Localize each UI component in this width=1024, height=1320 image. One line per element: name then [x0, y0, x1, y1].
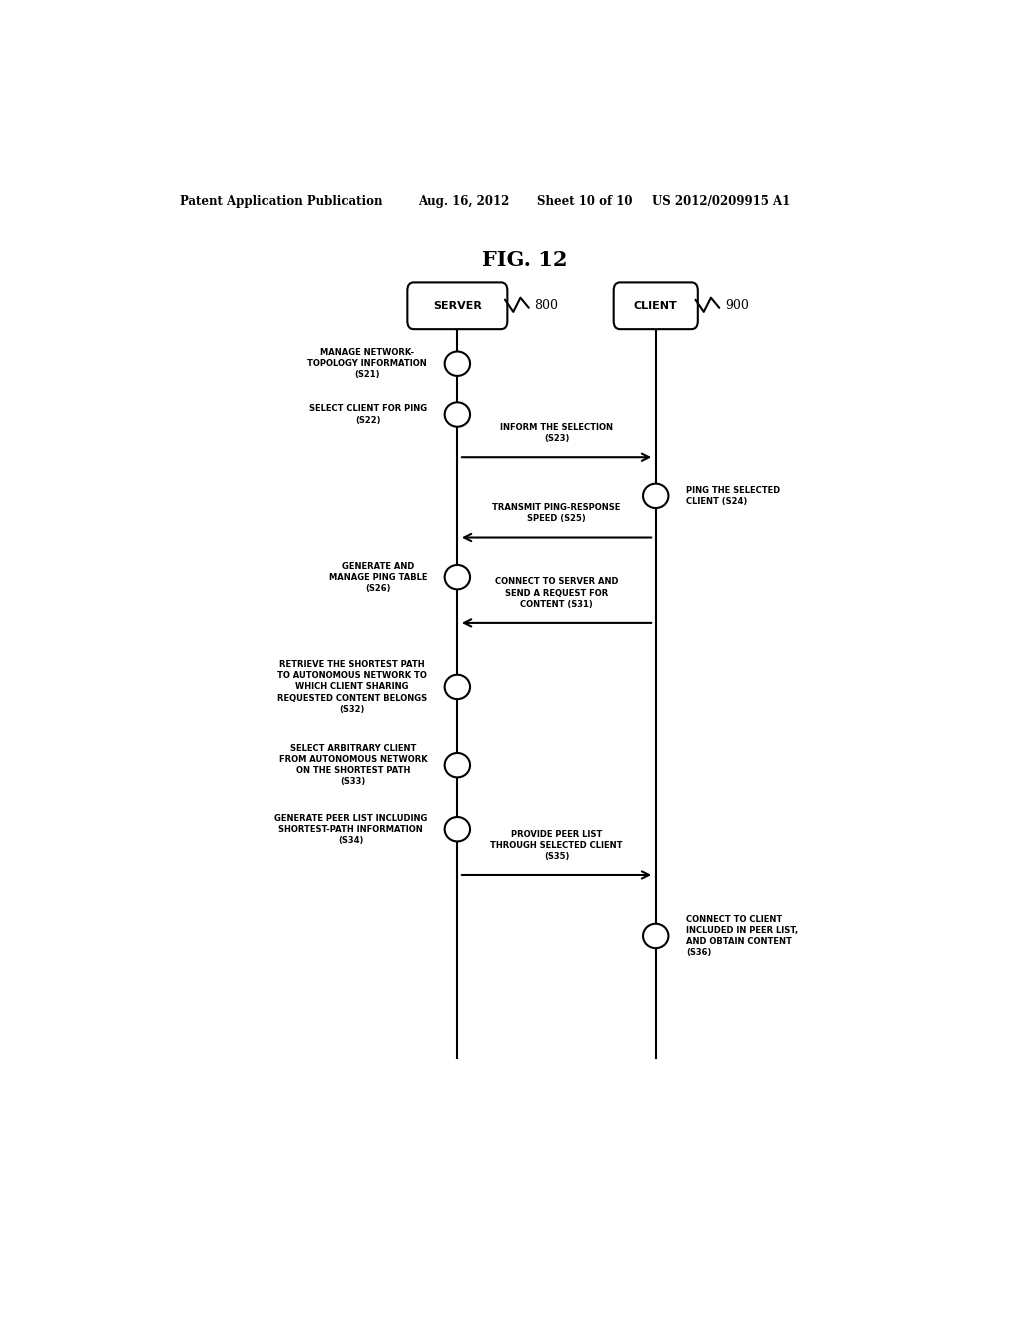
- Text: CONNECT TO SERVER AND
SEND A REQUEST FOR
CONTENT (S31): CONNECT TO SERVER AND SEND A REQUEST FOR…: [495, 577, 618, 609]
- Text: CLIENT: CLIENT: [634, 301, 678, 310]
- Text: CONNECT TO CLIENT
INCLUDED IN PEER LIST,
AND OBTAIN CONTENT
(S36): CONNECT TO CLIENT INCLUDED IN PEER LIST,…: [686, 915, 798, 957]
- Text: TRANSMIT PING-RESPONSE
SPEED (S25): TRANSMIT PING-RESPONSE SPEED (S25): [493, 503, 621, 523]
- Ellipse shape: [643, 483, 669, 508]
- Text: RETRIEVE THE SHORTEST PATH
TO AUTONOMOUS NETWORK TO
WHICH CLIENT SHARING
REQUEST: RETRIEVE THE SHORTEST PATH TO AUTONOMOUS…: [278, 660, 427, 714]
- Text: 800: 800: [535, 300, 558, 313]
- Ellipse shape: [444, 565, 470, 589]
- Text: GENERATE PEER LIST INCLUDING
SHORTEST-PATH INFORMATION
(S34): GENERATE PEER LIST INCLUDING SHORTEST-PA…: [273, 813, 427, 845]
- Text: Aug. 16, 2012: Aug. 16, 2012: [418, 194, 509, 207]
- Text: US 2012/0209915 A1: US 2012/0209915 A1: [652, 194, 791, 207]
- Text: SELECT ARBITRARY CLIENT
FROM AUTONOMOUS NETWORK
ON THE SHORTEST PATH
(S33): SELECT ARBITRARY CLIENT FROM AUTONOMOUS …: [279, 744, 427, 787]
- Ellipse shape: [444, 752, 470, 777]
- Ellipse shape: [444, 817, 470, 841]
- Text: Patent Application Publication: Patent Application Publication: [179, 194, 382, 207]
- Text: INFORM THE SELECTION
(S23): INFORM THE SELECTION (S23): [500, 422, 613, 444]
- Ellipse shape: [444, 351, 470, 376]
- Text: FIG. 12: FIG. 12: [482, 249, 567, 271]
- Ellipse shape: [444, 403, 470, 426]
- FancyBboxPatch shape: [408, 282, 507, 329]
- Ellipse shape: [643, 924, 669, 948]
- FancyBboxPatch shape: [613, 282, 697, 329]
- Text: GENERATE AND
MANAGE PING TABLE
(S26): GENERATE AND MANAGE PING TABLE (S26): [329, 561, 427, 593]
- Text: PROVIDE PEER LIST
THROUGH SELECTED CLIENT
(S35): PROVIDE PEER LIST THROUGH SELECTED CLIEN…: [490, 829, 623, 861]
- Text: Sheet 10 of 10: Sheet 10 of 10: [537, 194, 632, 207]
- Ellipse shape: [444, 675, 470, 700]
- Text: 900: 900: [725, 300, 749, 313]
- Text: SERVER: SERVER: [433, 301, 481, 310]
- Text: SELECT CLIENT FOR PING
(S22): SELECT CLIENT FOR PING (S22): [309, 404, 427, 425]
- Text: PING THE SELECTED
CLIENT (S24): PING THE SELECTED CLIENT (S24): [686, 486, 780, 506]
- Text: MANAGE NETWORK-
TOPOLOGY INFORMATION
(S21): MANAGE NETWORK- TOPOLOGY INFORMATION (S2…: [307, 348, 427, 379]
